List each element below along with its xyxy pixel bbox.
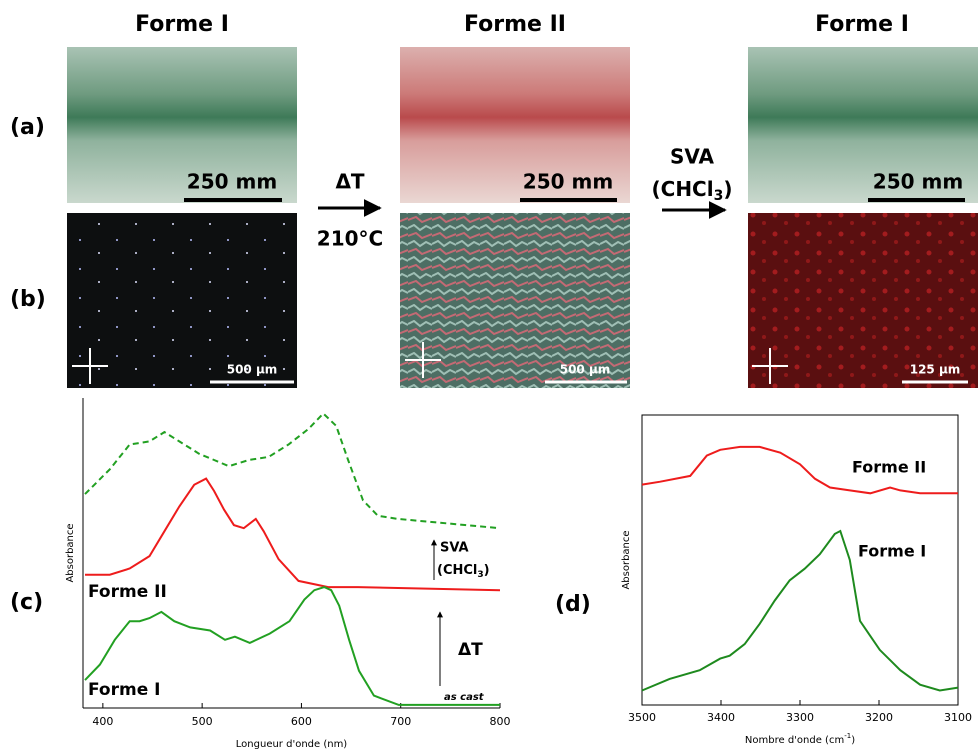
x-tick-label: 600 [291, 715, 312, 728]
curve-label: Forme II [88, 582, 167, 602]
x-axis-label: Nombre d'onde (cm-1) [745, 732, 855, 746]
y-axis-label: Absorbance [65, 523, 76, 582]
x-tick-label: 500 [192, 715, 213, 728]
scale-label: 250 mm [523, 170, 613, 194]
image-title: Forme II [464, 12, 566, 37]
curve-label: Forme I [858, 542, 926, 561]
spectrum-line [84, 412, 501, 530]
x-tick-label: 700 [390, 715, 411, 728]
text-part: ) [851, 735, 855, 746]
x-tick-label: 3400 [707, 711, 735, 724]
curve-label: Forme II [852, 458, 926, 477]
scale-label: 500 µm [560, 363, 611, 377]
superscript: -1 [844, 732, 851, 740]
scale-label: 500 µm [227, 363, 278, 377]
panel-label: (a) [10, 115, 45, 140]
annotation: ΔT [458, 640, 483, 660]
y-axis-label: Absorbance [621, 530, 632, 589]
text-part: Nombre d'onde (cm [745, 735, 844, 746]
transition-label: 210°C [317, 227, 383, 251]
annotation: as cast [444, 692, 485, 703]
spectrum-line [641, 445, 958, 495]
x-tick-label: 3500 [628, 711, 656, 724]
polarizer-icon [72, 342, 788, 384]
transition-label: SVA [670, 145, 715, 169]
spectrum-line [84, 586, 500, 706]
image-title: Forme I [135, 12, 229, 37]
x-tick-label: 400 [92, 715, 113, 728]
micrograph [67, 213, 297, 388]
transition-label: (CHCl3) [652, 177, 733, 205]
micrograph [400, 213, 630, 388]
text-part: (CHCl [437, 563, 477, 578]
annotation: SVA [440, 541, 469, 556]
scale-label: 125 µm [910, 363, 961, 377]
photo-film [400, 47, 630, 203]
panel-label: (d) [555, 592, 591, 617]
panel-label: (c) [10, 590, 43, 615]
x-tick-label: 3200 [865, 711, 893, 724]
scale-label: 250 mm [187, 170, 277, 194]
text-part: (CHCl [652, 177, 714, 201]
subscript: 3 [477, 570, 483, 580]
x-tick-label: 800 [490, 715, 511, 728]
text-part: ) [484, 563, 490, 578]
panel-label: (b) [10, 287, 46, 312]
subscript: 3 [714, 188, 724, 204]
spectrum-line [85, 477, 501, 592]
photo-film [748, 47, 978, 203]
micrograph [748, 213, 978, 388]
x-tick-label: 3300 [786, 711, 814, 724]
curve-label: Forme I [88, 680, 160, 700]
text-part: ) [723, 177, 732, 201]
scale-label: 250 mm [873, 170, 963, 194]
photo-film [67, 47, 297, 203]
spectrum-line [641, 529, 959, 692]
image-title: Forme I [815, 12, 909, 37]
x-axis-label: Longueur d'onde (nm) [236, 739, 348, 750]
x-tick-label: 3100 [944, 711, 972, 724]
annotation: (CHCl3) [437, 563, 490, 580]
transition-label: ΔT [335, 170, 364, 194]
